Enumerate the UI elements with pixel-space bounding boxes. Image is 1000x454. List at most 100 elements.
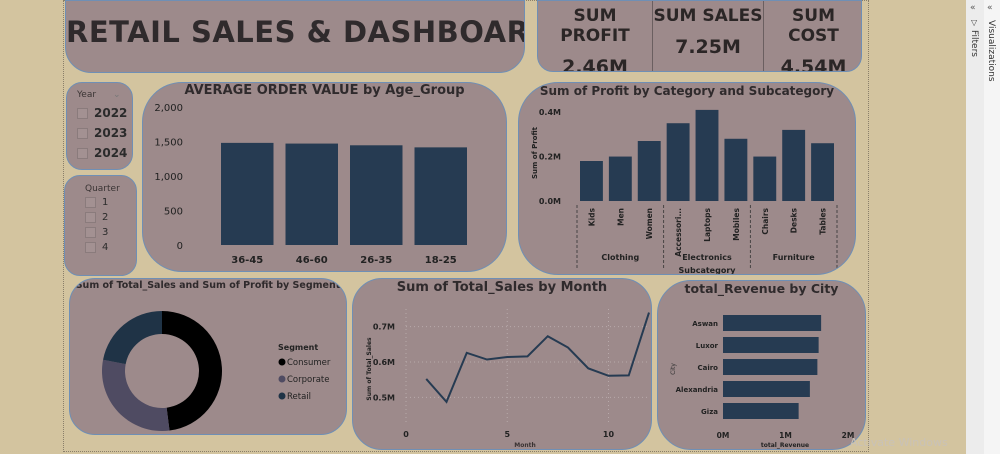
quarter-option-2[interactable]: 2	[85, 212, 136, 223]
year-slicer-header[interactable]: Year ⌄	[67, 83, 132, 100]
profit-category-chart[interactable]: Sum of Profit by Category and Subcategor…	[518, 82, 856, 275]
x-tick-label: 5	[504, 430, 510, 439]
bar	[608, 156, 632, 201]
divider	[652, 1, 653, 71]
kpi-value: 2.46M	[562, 56, 628, 72]
y-tick-label: 2,000	[154, 103, 183, 114]
year-option-2023[interactable]: 2023	[77, 126, 132, 140]
checkbox[interactable]	[85, 197, 96, 208]
filters-label[interactable]: Filters	[969, 30, 979, 57]
quarter-option-1[interactable]: 1	[85, 197, 136, 208]
profit-category-svg: 0.0M 0.2M 0.4M Sum of Profit Kids Men Women Acc…	[531, 108, 838, 275]
sales-month-svg: 0.5M 0.6M 0.7M 0 5 10 Month Sum of Total_Sales	[366, 309, 650, 449]
y-tick-label: 1,000	[154, 172, 183, 183]
x-tick-label: 10	[603, 430, 615, 439]
x-tick-label: Desks	[790, 207, 799, 233]
y-tick-label: 0.5M	[373, 393, 395, 402]
filters-pane-collapsed[interactable]: « ▽ Filters	[966, 0, 984, 454]
donut-slice	[101, 359, 170, 431]
x-tick-label: Men	[616, 208, 625, 226]
x-tick-label: Accessori...	[674, 208, 683, 257]
x-tick-label: Chairs	[761, 207, 770, 234]
sales-month-chart[interactable]: Sum of Total_Sales by Month 0.5M 0.6M 0.7M…	[352, 278, 652, 450]
x-tick-label: 1M	[779, 431, 792, 440]
checkbox[interactable]	[85, 212, 96, 223]
chart-title: AVERAGE ORDER VALUE by Age_Group	[184, 83, 465, 98]
revenue-city-chart[interactable]: total_Revenue by City Aswan Luxor Cairo Ale…	[657, 280, 866, 450]
x-tick-label: 46-60	[296, 255, 328, 266]
x-tick-label: Mobiles	[732, 207, 741, 240]
y-tick-label: 0.0M	[539, 197, 561, 206]
bar	[723, 381, 810, 397]
divider	[763, 1, 764, 71]
kpi-card: SUM PROFIT 2.46M SUM SALES 7.25M SUM COST 4…	[537, 0, 862, 72]
bar	[723, 403, 799, 419]
option-label: 2022	[94, 106, 128, 120]
option-label: 2023	[94, 126, 128, 140]
chart-title: total_Revenue by City	[684, 281, 839, 296]
checkbox[interactable]	[85, 227, 96, 238]
slicer-label: Quarter	[85, 184, 120, 194]
checkbox[interactable]	[85, 242, 96, 253]
y-tick-label: Aswan	[692, 320, 718, 328]
bar	[724, 138, 748, 201]
bar	[414, 147, 467, 245]
checkbox[interactable]	[77, 107, 88, 119]
option-label: 3	[102, 227, 109, 238]
visualizations-pane-collapsed[interactable]: « Visualizations	[984, 0, 1000, 454]
bar	[782, 129, 806, 201]
checkbox[interactable]	[77, 147, 88, 159]
avg-order-chart[interactable]: AVERAGE ORDER VALUE by Age_Group 0 500 1,0…	[142, 82, 507, 272]
bar	[666, 123, 690, 201]
y-axis-title: Sum of Profit	[531, 126, 539, 179]
chevron-down-icon[interactable]: ⌄	[112, 90, 121, 100]
segment-donut-svg: Segment Consumer Corporate Retail	[101, 311, 331, 431]
chart-title: Sum of Profit by Category and Subcategor…	[539, 84, 835, 98]
donut-slice	[162, 311, 223, 431]
y-tick-label: 0.7M	[373, 323, 395, 332]
kpi-cost: SUM COST 4.54M	[764, 1, 861, 72]
legend-title: Segment	[278, 343, 318, 352]
y-tick-label: 500	[164, 207, 183, 218]
x-axis-title: total_Revenue	[761, 442, 809, 449]
kpi-value: 7.25M	[675, 36, 741, 58]
quarter-option-3[interactable]: 3	[85, 227, 136, 238]
y-tick-label: 0	[177, 241, 183, 252]
year-option-2024[interactable]: 2024	[77, 146, 132, 160]
visualizations-label[interactable]: Visualizations	[986, 20, 996, 82]
year-slicer: Year ⌄ 2022 2023 2024	[66, 82, 133, 170]
group-label: Electronics	[682, 253, 732, 262]
sales-line	[425, 312, 650, 404]
x-tick-label: 36-45	[231, 255, 263, 266]
expand-visualizations-icon[interactable]: «	[987, 3, 993, 13]
title-card: RETAIL SALES & DASHBOARD	[65, 0, 525, 73]
expand-filters-icon[interactable]: «	[970, 3, 976, 13]
dashboard-title: RETAIL SALES & DASHBOARD	[66, 15, 525, 49]
filter-icon: ▽	[971, 18, 978, 27]
legend-marker	[278, 358, 286, 366]
bar	[637, 141, 661, 201]
kpi-value: 4.54M	[780, 56, 847, 72]
legend-marker	[278, 375, 286, 383]
segment-donut-chart[interactable]: Sum of Total_Sales and Sum of Profit by …	[69, 278, 347, 435]
activation-watermark: Activate Windows	[850, 436, 948, 449]
y-tick-label: Giza	[701, 408, 718, 416]
bar	[753, 156, 777, 201]
chart-title: Sum of Total_Sales and Sum of Profit by …	[75, 280, 341, 291]
x-axis-title: Month	[514, 442, 536, 449]
x-tick-label: 0	[403, 430, 409, 439]
bar	[723, 359, 818, 375]
x-axis-title: Subcategory	[679, 266, 737, 275]
kpi-label: SUM COST	[788, 6, 839, 46]
slicer-label: Year	[77, 90, 97, 100]
revenue-city-svg: Aswan Luxor Cairo Alexandria Giza 0M 1M 2M total…	[670, 315, 854, 449]
donut-slice	[103, 311, 162, 365]
option-label: 1	[102, 197, 109, 208]
y-tick-label: Luxor	[696, 342, 719, 350]
quarter-option-4[interactable]: 4	[85, 242, 136, 253]
year-option-2022[interactable]: 2022	[77, 106, 132, 120]
x-tick-label: Kids	[587, 207, 596, 226]
legend-label: Corporate	[287, 375, 330, 385]
checkbox[interactable]	[77, 127, 88, 139]
legend-label: Consumer	[287, 358, 331, 368]
